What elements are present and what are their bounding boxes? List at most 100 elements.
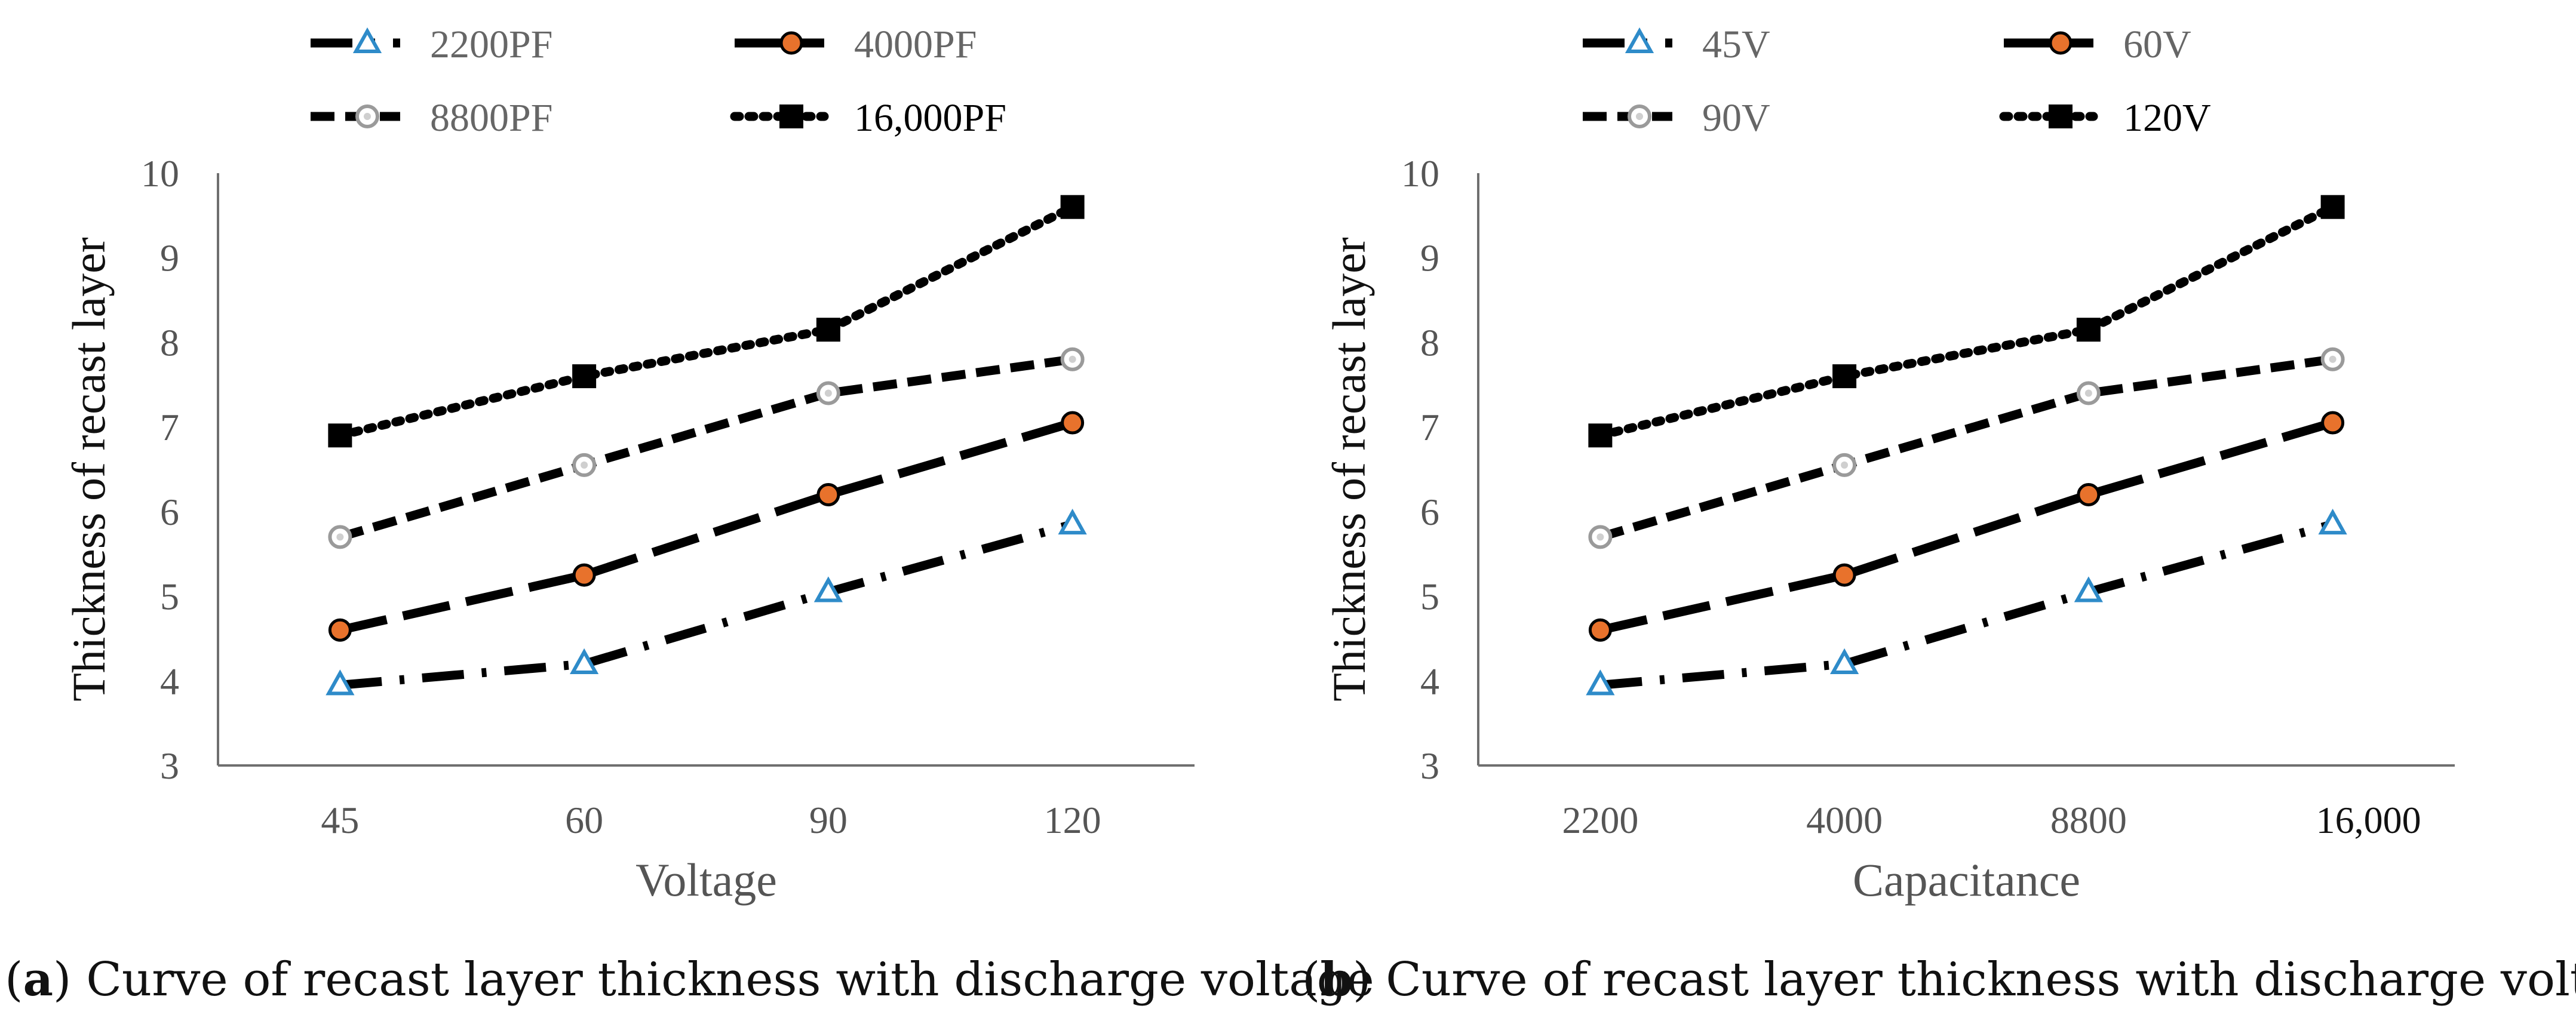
y-tick-label: 6: [1420, 491, 1439, 533]
series-line: [1599, 519, 2334, 690]
x-tick-label: 60: [565, 799, 603, 841]
ring-icon-center: [2084, 389, 2092, 397]
triangle-icon: [1625, 27, 1654, 53]
triangle-icon: [2318, 508, 2347, 535]
series-3: [328, 347, 1085, 549]
y-tick-label: 10: [1401, 152, 1439, 195]
circle-icon: [779, 31, 803, 55]
circle-icon: [1588, 618, 1612, 642]
y-tick-label: 8: [1420, 321, 1439, 364]
x-tick-label: 8800: [2050, 799, 2127, 841]
circle-icon: [2049, 31, 2073, 55]
series-3: [1588, 347, 2345, 549]
series-1: [326, 508, 1087, 696]
ring-icon-center: [1636, 113, 1643, 120]
ring-icon-center: [1841, 461, 1849, 469]
square-icon: [1832, 364, 1857, 389]
ring-icon-center: [1069, 355, 1076, 363]
y-tick-label: 6: [160, 491, 179, 533]
legend-label: 60V: [2123, 23, 2191, 66]
series-4: [1588, 195, 2345, 448]
square-icon: [1060, 195, 1085, 219]
series-1: [1586, 508, 2347, 696]
square-icon: [1588, 423, 1613, 448]
legend-label: 120V: [2123, 96, 2211, 140]
y-tick-label: 3: [1420, 745, 1439, 787]
y-tick-label: 5: [1420, 576, 1439, 618]
circle-icon: [816, 483, 840, 507]
triangle-icon: [1586, 669, 1615, 696]
x-tick-label: 2200: [1562, 799, 1638, 841]
y-tick-label: 4: [1420, 660, 1439, 702]
legend-label: 16,000PF: [854, 96, 1006, 140]
caption-b-text: Curve of recast layer thickness with dis…: [1371, 953, 2576, 1007]
legend-item: 45V: [1583, 23, 1770, 66]
caption-b: (b) Curve of recast layer thickness with…: [1302, 952, 2576, 1018]
series-line: [339, 418, 1074, 635]
circle-icon: [1061, 411, 1085, 435]
triangle-icon: [326, 669, 355, 696]
ring-icon-center: [336, 533, 344, 541]
square-icon: [2320, 195, 2345, 219]
ring-icon-center: [1596, 533, 1604, 541]
legend-item: 60V: [2004, 23, 2191, 66]
series-line: [335, 202, 1077, 440]
y-axis-label: Thickness of recast layer: [1323, 237, 1375, 702]
triangle-icon: [1830, 648, 1859, 674]
y-tick-label: 7: [1420, 406, 1439, 448]
triangle-icon: [813, 576, 843, 602]
series-line: [1595, 202, 2338, 440]
series-line: [1599, 418, 2334, 635]
ring-icon-center: [2329, 355, 2336, 363]
series-4: [328, 195, 1085, 448]
y-tick-label: 10: [141, 152, 179, 195]
x-axis-label: Voltage: [635, 854, 777, 906]
legend-item: 2200PF: [311, 23, 552, 66]
caption-a-letter: a: [23, 952, 53, 1007]
series-line: [339, 519, 1074, 690]
x-tick-label: 4000: [1806, 799, 1883, 841]
square-icon: [328, 423, 352, 448]
caption-b-letter: b: [1320, 952, 1353, 1007]
ring-icon-center: [824, 389, 832, 397]
circle-icon: [2321, 411, 2345, 435]
y-tick-label: 9: [160, 237, 179, 279]
square-icon: [2076, 318, 2101, 342]
caption-a: (a) Curve of recast layer thickness with…: [5, 952, 1374, 1007]
triangle-icon: [2074, 576, 2103, 602]
square-icon: [816, 318, 840, 342]
x-tick-label: 16,000: [2316, 799, 2421, 841]
x-tick-label: 45: [321, 799, 359, 841]
legend-label: 90V: [1702, 96, 1770, 140]
y-tick-label: 7: [160, 406, 179, 448]
legend-label: 2200PF: [430, 23, 552, 66]
legend-label: 4000PF: [854, 23, 977, 66]
square-icon: [779, 104, 803, 128]
y-tick-label: 5: [160, 576, 179, 618]
chart-panel-b: 3 4 5 6 7 8 9 10 2200 4000 8800 16,000 Capacitance Th…: [1323, 23, 2455, 906]
legend-label: 45V: [1702, 23, 1770, 66]
y-tick-label: 8: [160, 321, 179, 364]
legend-item: 120V: [1999, 96, 2211, 140]
triangle-icon: [570, 648, 599, 674]
y-tick-label: 9: [1420, 237, 1439, 279]
series-2: [1588, 411, 2345, 642]
circle-icon: [328, 618, 352, 642]
ring-icon-center: [364, 113, 371, 120]
triangle-icon: [1058, 508, 1087, 535]
ring-icon-center: [581, 461, 588, 469]
caption-a-text: Curve of recast layer thickness with dis…: [71, 953, 1374, 1007]
legend-label: 8800PF: [430, 96, 552, 140]
circle-icon: [572, 563, 596, 587]
y-tick-label: 4: [160, 660, 179, 702]
circle-icon: [1832, 563, 1856, 587]
y-axis-label: Thickness of recast layer: [63, 237, 115, 702]
square-icon: [2049, 104, 2073, 128]
series-line: [1599, 355, 2334, 542]
x-axis-label: Capacitance: [1853, 854, 2080, 906]
square-icon: [572, 364, 597, 389]
triangle-icon: [352, 27, 382, 53]
circle-icon: [2077, 483, 2101, 507]
